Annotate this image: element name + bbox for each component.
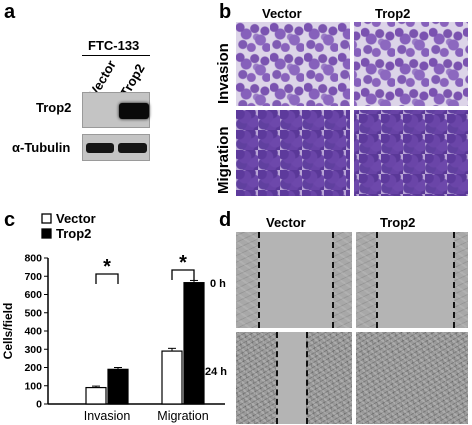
y-axis-label: Cells/field [1,303,15,360]
wound-gap [276,332,306,424]
y-tick-label: 600 [24,289,42,301]
bar-trop2-invasion [107,368,129,405]
panel-d-row-24h: 24 h [205,366,228,378]
image-invasion-vector [236,22,350,106]
wound-edge-left [258,232,260,328]
panel-b-letter: b [219,1,232,23]
image-wound-vector-24h [236,332,352,424]
significance-star: * [103,256,111,278]
blot-tubulin [82,134,150,161]
panel-d-col-trop2: Trop2 [380,215,416,230]
tubulin-band-vector [86,143,114,153]
image-invasion-trop2 [354,22,468,106]
panel-b-row-migration: Migration [215,126,232,195]
wound-edge-right [453,232,455,328]
bar-vector-invasion [85,386,107,405]
x-category-label: Invasion [84,409,131,423]
cell-line-label: FTC-133 [88,38,140,53]
panel-b-col-vector: Vector [262,6,302,21]
bar-vector-migration [161,350,183,405]
y-tick-label: 300 [24,344,42,356]
wound-edge-right [332,232,334,328]
cell-line-bracket [82,55,150,56]
panel-a-letter: a [4,1,16,23]
x-category-label: Migration [157,409,208,423]
significance-bracket [171,269,195,280]
panel-d-letter: d [219,209,232,231]
legend-swatch-trop2 [41,228,52,239]
image-migration-vector [236,110,350,196]
significance-bracket [95,273,119,284]
bar-trop2-migration [183,282,205,405]
panel-c-letter: c [4,209,16,231]
wound-gap [258,232,333,328]
trop2-band [119,103,149,119]
blot-row-label-tubulin: α-Tubulin [12,140,71,155]
tubulin-band-trop2 [118,143,147,153]
panel-b-col-trop2: Trop2 [375,6,411,21]
blot-trop2 [82,92,150,128]
wound-edge-left [276,332,278,424]
legend-label-vector: Vector [56,211,96,226]
y-tick-label: 500 [24,307,42,319]
image-wound-trop2-0h [356,232,468,328]
image-migration-trop2 [354,110,468,196]
y-tick-label: 200 [24,362,42,374]
panel-d-col-vector: Vector [266,215,306,230]
panel-d-row-0h: 0 h [210,278,226,290]
image-wound-trop2-24h [356,332,468,424]
legend-label-trop2: Trop2 [56,226,91,241]
legend-swatch-vector [41,213,52,224]
image-wound-vector-0h [236,232,352,328]
y-tick-label: 400 [24,326,42,338]
y-tick-label: 700 [24,271,42,283]
panel-b-row-invasion: Invasion [215,43,232,104]
y-tick-label: 0 [36,399,42,411]
wound-edge-right [306,332,308,424]
blot-row-label-trop2: Trop2 [36,100,72,115]
significance-star: * [179,252,187,274]
bar-chart: 0 100 200 300 400 500 600 700 800 Cells/field Inva… [1,211,225,423]
y-tick-label: 100 [24,380,42,392]
wound-edge-left [376,232,378,328]
wound-gap [376,232,454,328]
y-tick-label: 800 [24,253,42,265]
